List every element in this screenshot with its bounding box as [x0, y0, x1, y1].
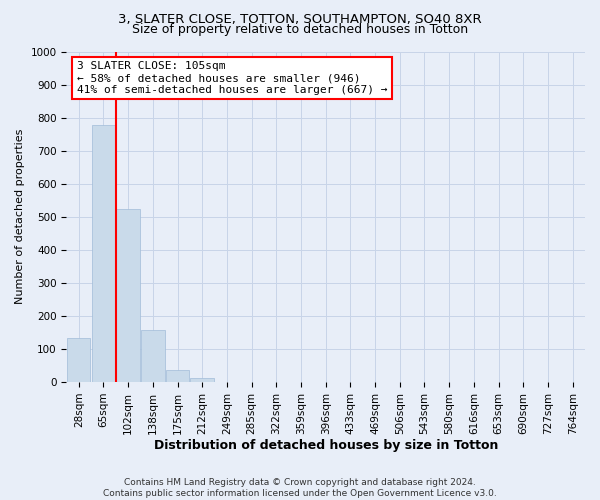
X-axis label: Distribution of detached houses by size in Totton: Distribution of detached houses by size …	[154, 440, 498, 452]
Bar	[67, 338, 91, 382]
Bar	[166, 370, 189, 382]
Text: 3, SLATER CLOSE, TOTTON, SOUTHAMPTON, SO40 8XR: 3, SLATER CLOSE, TOTTON, SOUTHAMPTON, SO…	[118, 12, 482, 26]
Bar	[116, 209, 140, 382]
Bar	[190, 378, 214, 382]
Y-axis label: Number of detached properties: Number of detached properties	[15, 129, 25, 304]
Bar	[141, 330, 164, 382]
Text: 3 SLATER CLOSE: 105sqm
← 58% of detached houses are smaller (946)
41% of semi-de: 3 SLATER CLOSE: 105sqm ← 58% of detached…	[77, 62, 387, 94]
Bar	[92, 125, 115, 382]
Text: Size of property relative to detached houses in Totton: Size of property relative to detached ho…	[132, 22, 468, 36]
Text: Contains HM Land Registry data © Crown copyright and database right 2024.
Contai: Contains HM Land Registry data © Crown c…	[103, 478, 497, 498]
